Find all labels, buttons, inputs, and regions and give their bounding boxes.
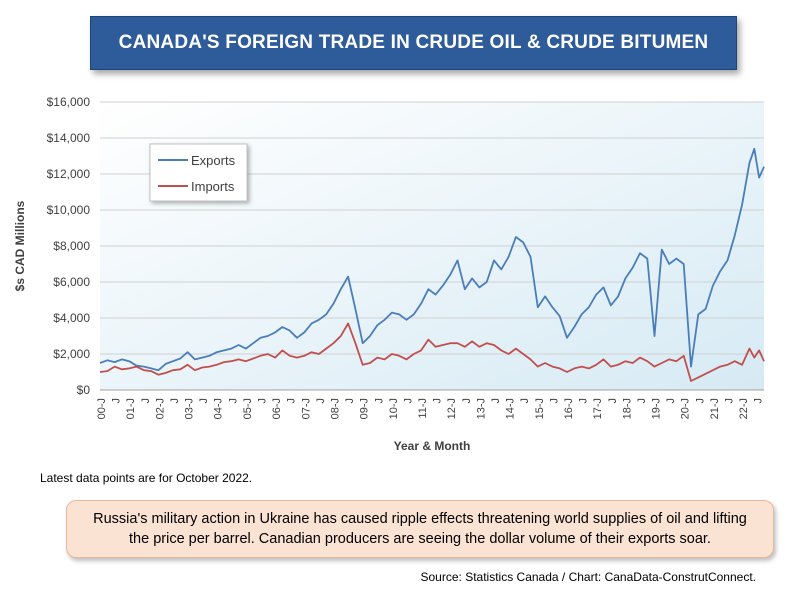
x-tick-label: J [548, 398, 560, 404]
y-tick-label: $12,000 [47, 167, 91, 181]
x-tick-label: 19-J [651, 398, 663, 419]
x-tick-label: J [665, 398, 677, 404]
x-tick-label: 05-J [242, 398, 254, 419]
y-tick-label: $6,000 [53, 275, 90, 289]
x-tick-label: J [286, 398, 298, 404]
x-tick-label: 20-J [680, 398, 692, 419]
y-tick-label: $2,000 [53, 347, 90, 361]
x-tick-label: 14-J [505, 398, 517, 419]
x-tick-label: J [461, 398, 473, 404]
y-axis-label: $s CAD Millions [13, 200, 27, 291]
x-tick-label: J [140, 398, 152, 404]
x-tick-label: 17-J [592, 398, 604, 419]
x-tick-label: J [315, 398, 327, 404]
x-tick-label: 11-J [417, 398, 429, 419]
latest-data-note: Latest data points are for October 2022. [40, 471, 253, 485]
chart-title: CANADA'S FOREIGN TRADE IN CRUDE OIL & CR… [90, 16, 737, 70]
legend-label-imports: Imports [191, 179, 235, 194]
x-tick-label: 10-J [388, 398, 400, 419]
x-tick-label: J [578, 398, 590, 404]
x-tick-label: J [257, 398, 269, 404]
x-tick-label: 03-J [184, 398, 196, 419]
x-tick-label: 15-J [534, 398, 546, 419]
x-tick-label: J [519, 398, 531, 404]
y-tick-label: $14,000 [47, 131, 91, 145]
commentary-callout: Russia's military action in Ukraine has … [66, 500, 774, 558]
source-note: Source: Statistics Canada / Chart: CanaD… [420, 570, 757, 584]
x-tick-label: 06-J [271, 398, 283, 419]
x-tick-label: J [198, 398, 210, 404]
series-line-exports [99, 147, 765, 372]
x-tick-label: 04-J [213, 398, 225, 419]
x-tick-label: J [490, 398, 502, 404]
x-axis-label: Year & Month [394, 439, 471, 453]
x-tick-label: J [402, 398, 414, 404]
x-tick-label: 18-J [621, 398, 633, 419]
x-tick-label: J [432, 398, 444, 404]
x-tick-label: 02-J [154, 398, 166, 419]
x-tick-label: J [753, 398, 765, 404]
x-tick-label: J [169, 398, 181, 404]
x-tick-label: 12-J [446, 398, 458, 419]
y-tick-label: $16,000 [47, 95, 91, 109]
y-tick-label: $4,000 [53, 311, 90, 325]
x-tick-label: 01-J [125, 398, 137, 419]
y-tick-label: $0 [77, 383, 91, 397]
x-tick-label: J [373, 398, 385, 404]
x-tick-label: J [111, 398, 123, 404]
x-tick-label: J [227, 398, 239, 404]
x-tick-label: 08-J [329, 398, 341, 419]
x-tick-label: 13-J [475, 398, 487, 419]
x-tick-label: J [607, 398, 619, 404]
y-tick-label: $10,000 [47, 203, 91, 217]
series-line-imports [99, 322, 765, 382]
y-tick-label: $8,000 [53, 239, 90, 253]
x-tick-label: J [636, 398, 648, 404]
x-tick-label: J [694, 398, 706, 404]
x-tick-label: J [724, 398, 736, 404]
x-tick-label: J [344, 398, 356, 404]
x-tick-label: 09-J [359, 398, 371, 419]
legend-label-exports: Exports [191, 153, 236, 168]
x-tick-label: 16-J [563, 398, 575, 419]
x-tick-label: 21-J [709, 398, 721, 419]
x-tick-label: 22-J [738, 398, 750, 419]
x-tick-label: 07-J [300, 398, 312, 419]
legend: Exports Imports [149, 143, 248, 202]
commentary-text: Russia's military action in Ukraine has … [93, 511, 747, 547]
x-tick-label: 00-J [96, 398, 108, 419]
